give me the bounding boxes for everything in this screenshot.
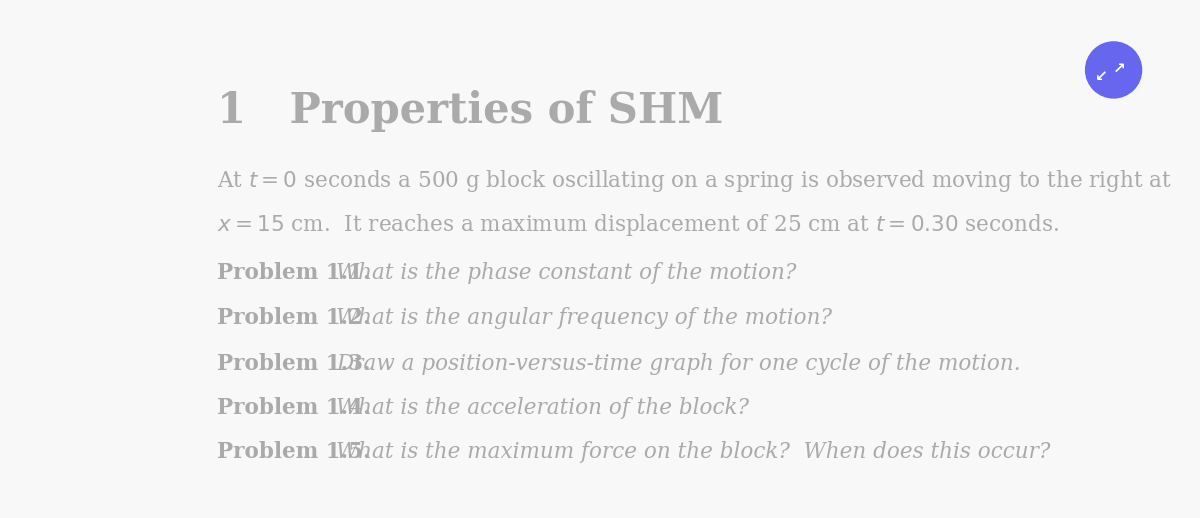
Text: $x = 15$ cm.  It reaches a maximum displacement of 25 cm at $t = 0.30$ seconds.: $x = 15$ cm. It reaches a maximum displa…	[217, 212, 1058, 238]
Text: What is the phase constant of the motion?: What is the phase constant of the motion…	[336, 262, 797, 283]
Text: At $t = 0$ seconds a 500 g block oscillating on a spring is observed moving to t: At $t = 0$ seconds a 500 g block oscilla…	[217, 168, 1172, 194]
Text: Problem 1.3.: Problem 1.3.	[217, 353, 371, 376]
Text: Problem 1.4.: Problem 1.4.	[217, 397, 371, 419]
Text: ↙: ↙	[1096, 69, 1108, 83]
Text: Draw a position-versus-time graph for one cycle of the motion.: Draw a position-versus-time graph for on…	[336, 353, 1021, 376]
Text: 1   Properties of SHM: 1 Properties of SHM	[217, 90, 724, 132]
Text: What is the maximum force on the block?  When does this occur?: What is the maximum force on the block? …	[336, 441, 1050, 463]
Text: What is the acceleration of the block?: What is the acceleration of the block?	[336, 397, 749, 419]
Text: ↗: ↗	[1114, 61, 1126, 75]
Text: Problem 1.5.: Problem 1.5.	[217, 441, 371, 463]
Text: Problem 1.2.: Problem 1.2.	[217, 308, 371, 329]
Text: What is the angular frequency of the motion?: What is the angular frequency of the mot…	[336, 308, 832, 329]
Text: Problem 1.1.: Problem 1.1.	[217, 262, 371, 283]
